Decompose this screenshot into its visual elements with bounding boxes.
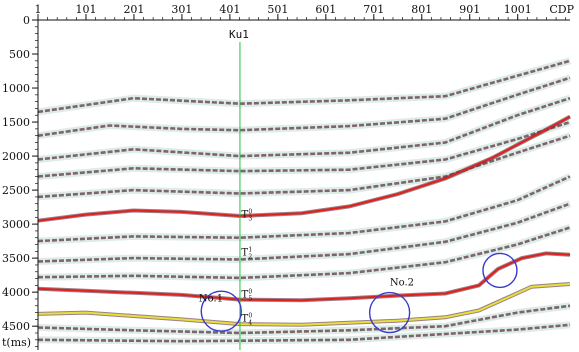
horizon-label-1: T [241, 247, 248, 258]
target-circle-1 [200, 290, 242, 332]
horizon-label-sup-1: 1 [248, 246, 252, 253]
x-tick-label-201: 201 [123, 3, 144, 16]
reflector-3 [37, 120, 571, 178]
target-label-2: No.2 [390, 278, 414, 289]
x-axis-label: CDP [549, 3, 574, 16]
reflector-2 [37, 96, 571, 161]
y-tick-label-1000: 1000 [2, 82, 30, 95]
annotations: No.1 No.2 [199, 252, 518, 334]
reflector-5 [37, 175, 571, 243]
horizon-label-sup-2: 0 [248, 289, 252, 296]
reflector-7 [37, 226, 571, 280]
target-circle-3 [482, 252, 518, 289]
x-tick-label-301: 301 [171, 3, 192, 16]
reflector-0 [37, 59, 571, 114]
horizon-label-sub-3: 4 [248, 319, 252, 326]
y-tick-label-3000: 3000 [2, 218, 30, 231]
x-tick-label-801: 801 [411, 3, 432, 16]
horizon-lines: T 03T 12T 05T 04 [37, 114, 571, 327]
y-tick-label-1500: 1500 [2, 116, 30, 129]
y-tick-label-0: 0 [23, 14, 30, 27]
x-tick-label-701: 701 [363, 3, 384, 16]
x-tick-label-401: 401 [219, 3, 240, 16]
x-tick-label-101: 101 [75, 3, 96, 16]
well-name: Ku1 [229, 28, 249, 41]
y-tick-label-500: 500 [9, 48, 30, 61]
y-tick-label-3500: 3500 [2, 252, 30, 265]
axes: 1 101 201 301 401 501 601 701 801 901 1001 CDP05001… [2, 3, 575, 350]
x-tick-label-601: 601 [315, 3, 336, 16]
x-tick-label-501: 501 [267, 3, 288, 16]
y-axis-label: t(ms) [2, 336, 31, 349]
reflector-6 [37, 202, 571, 263]
target-label-1: No.1 [199, 293, 223, 304]
horizon-label-3: T [241, 313, 248, 324]
y-tick-label-4000: 4000 [2, 286, 30, 299]
seismic-traces [37, 57, 572, 345]
horizon-line-2 [37, 252, 571, 302]
reflector-1 [37, 76, 571, 137]
reflector-4 [37, 134, 571, 199]
x-tick-label-1: 1 [35, 3, 42, 16]
target-circle-2 [368, 291, 411, 334]
y-tick-label-4500: 4500 [2, 320, 30, 333]
horizon-line-0 [37, 115, 571, 222]
horizon-label-sup-3: 0 [248, 312, 252, 319]
horizon-label-sub-0: 3 [248, 215, 252, 222]
horizon-label-sup-0: 0 [248, 208, 252, 215]
y-tick-label-2500: 2500 [2, 184, 30, 197]
well-ku1: Ku1 [229, 28, 249, 350]
horizon-label-sub-1: 2 [248, 253, 252, 260]
horizon-label-0: T [241, 209, 248, 220]
horizon-line-3 [37, 283, 571, 326]
y-tick-label-2000: 2000 [2, 150, 30, 163]
reflector-9 [37, 323, 571, 343]
x-tick-label-1001: 1001 [504, 3, 532, 16]
x-tick-label-901: 901 [459, 3, 480, 16]
horizon-label-2: T [241, 290, 248, 301]
horizon-label-sub-2: 5 [248, 296, 252, 303]
reflector-8 [37, 304, 571, 335]
